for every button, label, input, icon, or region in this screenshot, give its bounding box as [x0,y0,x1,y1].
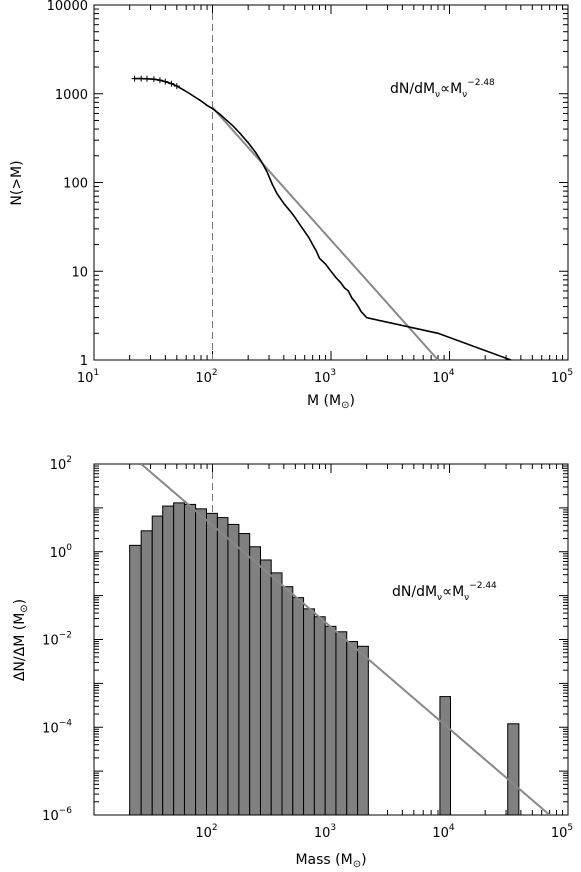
histogram-bar [151,515,164,816]
y-tick-label: 100 [50,543,73,561]
histogram-bar [324,625,337,816]
x-tick-label: 102 [195,368,217,386]
y-axis-label: N(>M) [9,160,25,205]
x-tick-label: 103 [314,823,336,841]
y-axis-label: ΔN/ΔM (M⊙) [12,599,30,681]
x-axis-label: M (M⊙) [307,393,355,411]
x-tick-label: 104 [432,368,455,386]
x-tick-label: 104 [432,823,455,841]
histogram-bar [335,631,348,816]
y-tick-label: 10−4 [42,718,72,736]
histogram-bar [162,505,175,816]
histogram-bar [357,645,369,816]
histogram-bar [238,533,251,816]
y-tick-label: 100 [63,177,88,192]
y-tick-label: 1 [80,354,88,369]
y-tick-label: 1000 [55,88,88,103]
x-tick-label: 101 [77,368,99,386]
y-tick-label: 10−2 [42,631,72,649]
y-tick-label: 102 [50,455,72,473]
histogram-bar [227,523,240,816]
histogram-bar [313,616,326,816]
x-tick-label: 103 [314,368,336,386]
fit-line [140,464,551,815]
x-tick-label: 105 [551,823,573,841]
histogram-bar [281,586,294,816]
histogram-bar [270,572,283,816]
fit-annotation: dN/dMν∝Mν−2.44 [392,581,497,603]
histogram-bar [346,641,359,816]
x-tick-label: 105 [551,368,573,386]
histogram-bar [206,512,218,816]
y-tick-label: 10000 [47,0,88,14]
histogram-bar [507,723,520,816]
fit-line [211,106,439,361]
histogram-bar [439,696,452,816]
plot-frame-0 [93,4,569,361]
histogram-bar [195,508,208,816]
histogram-bar [303,608,315,816]
histogram-bar [216,517,229,816]
y-tick-label: 10 [71,265,88,280]
histogram-bar [129,544,142,816]
histogram-bar [140,530,153,816]
x-axis-label: Mass (M⊙) [295,852,366,870]
histogram-bar [183,503,197,816]
x-tick-label: 102 [195,823,217,841]
y-tick-label: 10−6 [42,806,72,824]
histogram-bar [292,597,305,816]
histogram-bar [249,546,261,816]
histogram-bar [173,502,185,816]
fit-annotation: dN/dMν∝Mν−2.48 [390,78,495,100]
data-line [134,77,512,361]
histogram-bar [259,559,272,816]
